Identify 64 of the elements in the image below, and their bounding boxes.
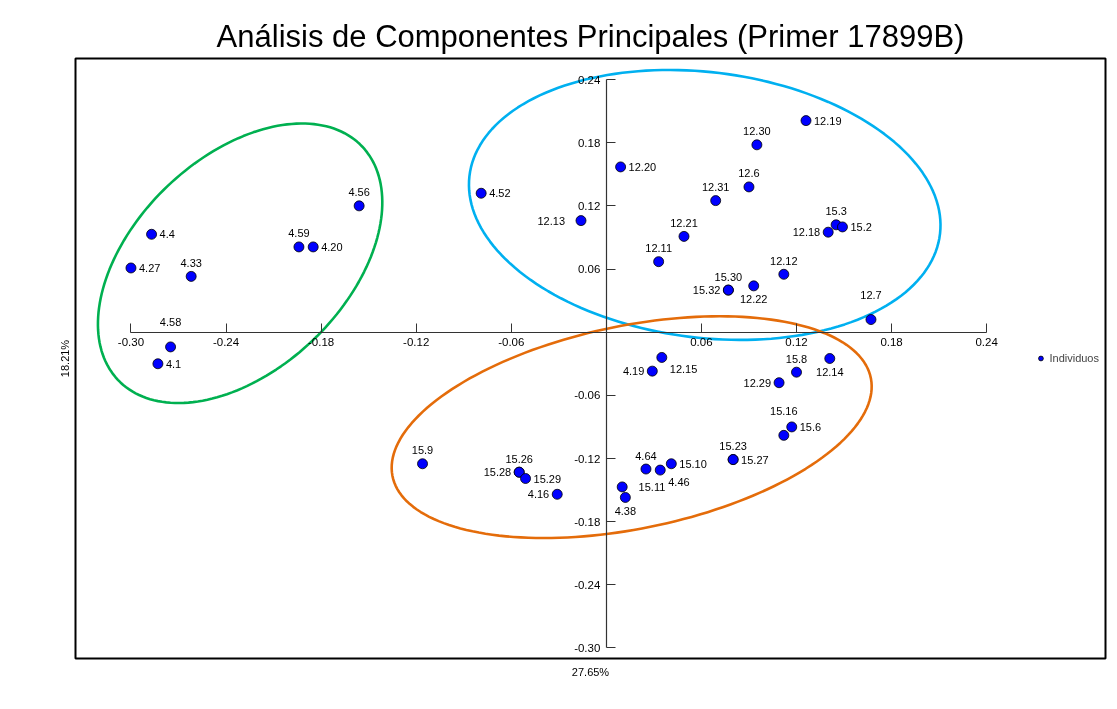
annotation: 12.18 bbox=[792, 226, 821, 239]
annotation: 15.10 bbox=[679, 457, 707, 470]
annotation: 12.22 bbox=[739, 293, 768, 306]
annotation: 12.6 bbox=[738, 167, 760, 180]
annotation: 12.15 bbox=[669, 363, 698, 376]
annotation: 15.6 bbox=[799, 420, 822, 433]
y-tick-label: -0.12 bbox=[574, 452, 601, 465]
annotation: 12.13 bbox=[537, 214, 565, 227]
annotation: 12.12 bbox=[770, 254, 798, 267]
y-axis-title: 18.21% bbox=[58, 339, 71, 378]
annotation: 4.58 bbox=[159, 316, 182, 329]
x-tick-label: -0.06 bbox=[498, 336, 525, 349]
annotation: 4.56 bbox=[348, 186, 370, 199]
annotation: 15.26 bbox=[505, 452, 533, 465]
annotation: 15.28 bbox=[483, 466, 512, 479]
x-tick-label: -0.24 bbox=[212, 336, 240, 349]
annotation: 4.52 bbox=[489, 187, 511, 200]
legend-label: Individuos bbox=[1049, 352, 1099, 364]
annotation: 15.3 bbox=[825, 205, 847, 218]
annotation: 15.2 bbox=[850, 220, 872, 233]
y-tick-label: 0.06 bbox=[577, 263, 601, 276]
annotation: 4.64 bbox=[635, 449, 657, 462]
annotation: 15.16 bbox=[770, 404, 798, 417]
annotation: 12.19 bbox=[814, 114, 842, 127]
annotation: 12.21 bbox=[670, 216, 698, 229]
y-tick-label: -0.06 bbox=[574, 389, 601, 402]
y-tick-label: 0.18 bbox=[577, 136, 601, 149]
annotation: 12.20 bbox=[628, 160, 657, 173]
y-tick-label: -0.18 bbox=[574, 515, 601, 528]
x-tick-label: -0.30 bbox=[117, 336, 145, 349]
annotation: 15.9 bbox=[411, 444, 434, 457]
x-axis-title: 27.65% bbox=[571, 665, 610, 678]
annotation: 4.33 bbox=[180, 256, 202, 269]
annotation: 4.46 bbox=[668, 476, 690, 489]
annotation: 4.27 bbox=[138, 261, 161, 274]
annotation: 12.11 bbox=[645, 242, 672, 255]
annotation: 4.20 bbox=[321, 240, 343, 253]
annotation: 4.19 bbox=[622, 365, 645, 378]
annotation: 15.8 bbox=[785, 352, 808, 365]
annotation: 12.30 bbox=[743, 125, 771, 138]
annotation: 15.11 bbox=[638, 480, 666, 493]
annotation: 12.31 bbox=[701, 181, 730, 194]
x-tick-label: 0.18 bbox=[880, 336, 903, 349]
annotation: 4.16 bbox=[527, 488, 550, 501]
x-tick-label: 0.24 bbox=[975, 336, 999, 349]
y-tick-label: 0.12 bbox=[577, 199, 601, 212]
annotation: 4.1 bbox=[165, 357, 182, 370]
annotation: 4.38 bbox=[614, 504, 637, 517]
annotation: 12.14 bbox=[816, 366, 844, 378]
annotation: 4.4 bbox=[159, 228, 175, 241]
x-tick-label: 0.06 bbox=[690, 336, 713, 349]
annotation: 15.23 bbox=[719, 440, 747, 453]
x-tick-label: -0.12 bbox=[403, 336, 430, 349]
annotation: 12.29 bbox=[743, 376, 772, 389]
annotation: 12.7 bbox=[860, 289, 882, 302]
x-tick-label: 0.12 bbox=[785, 336, 808, 349]
annotation: 15.30 bbox=[714, 270, 743, 283]
annotation: 15.27 bbox=[741, 453, 769, 466]
y-tick-label: -0.30 bbox=[574, 641, 601, 654]
y-tick-label: -0.24 bbox=[574, 578, 601, 591]
annotation: 15.29 bbox=[533, 472, 562, 485]
annotation: 15.32 bbox=[692, 284, 721, 297]
chart-title: Análisis de Componentes Principales (Primer 17899B) bbox=[216, 18, 965, 54]
annotation: 4.59 bbox=[288, 227, 310, 240]
